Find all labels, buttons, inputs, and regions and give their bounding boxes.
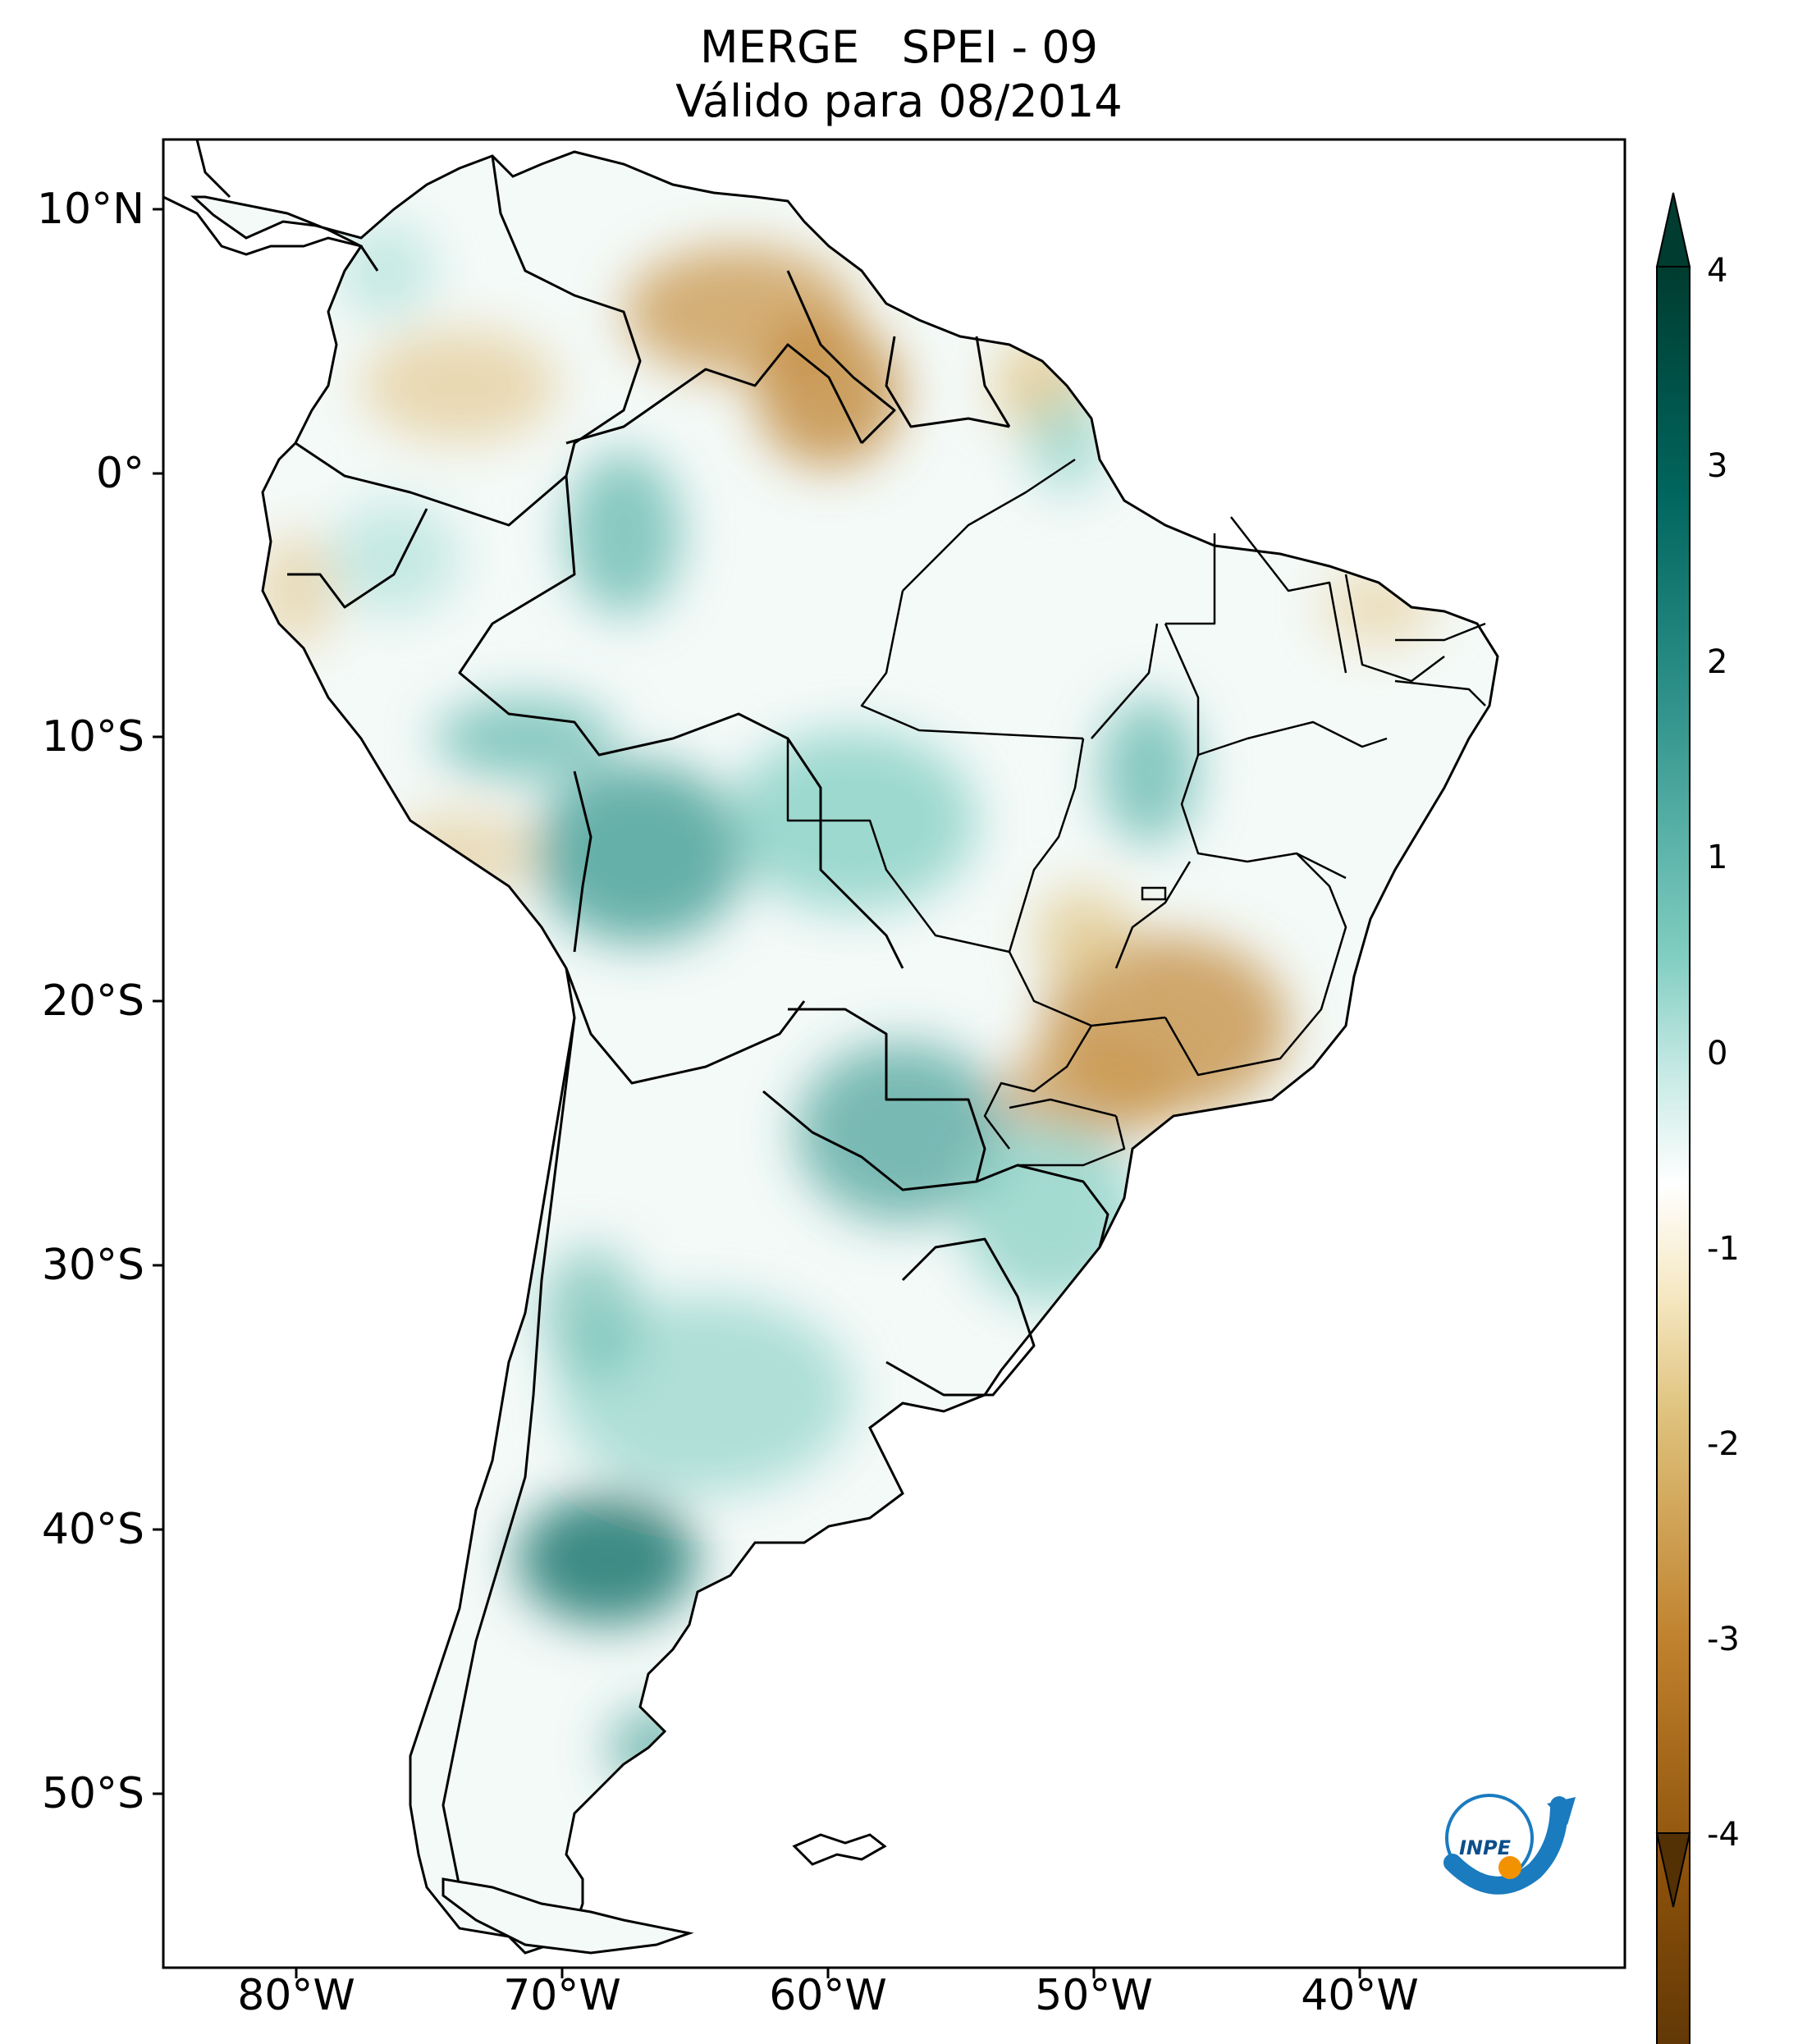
- border-fr-guiana: [975, 336, 1011, 428]
- state-borders: [786, 458, 1486, 1167]
- wet-anomaly-paraguay: [796, 1042, 1009, 1223]
- inpe-logo-text: INPE: [1459, 1836, 1512, 1859]
- border-brazil-bolivia: [672, 712, 904, 969]
- lat-label-50s: 50°S: [41, 1769, 144, 1818]
- dry-anomaly-colombia: [361, 328, 558, 443]
- border-argentina-brazil: [976, 1164, 1109, 1248]
- dry-anomaly-guyana: [755, 320, 903, 468]
- central-america-coast: [162, 195, 379, 272]
- border-federal-district: [1141, 886, 1167, 901]
- tierra-del-fuego: [441, 1877, 694, 1955]
- colorbar-tick-0: 0: [1707, 1035, 1728, 1072]
- map-title-line2: Válido para 08/2014: [675, 75, 1123, 127]
- inpe-logo-swoosh: [1443, 1796, 1568, 1895]
- axis-ticks: [153, 208, 1361, 1978]
- colorbar-tick-minus4: -4: [1707, 1816, 1740, 1854]
- lat-label-10n: 10°N: [36, 185, 144, 234]
- wet-anomaly-tocantins: [1100, 697, 1198, 845]
- wet-anomaly-bolivia: [533, 763, 747, 944]
- map-title-line1: MERGE SPEI - 09: [699, 21, 1099, 73]
- lon-label-70w: 70°W: [503, 1971, 621, 2020]
- colorbar-tick-3: 3: [1707, 447, 1728, 485]
- dry-anomaly-goias: [1034, 886, 1132, 985]
- border-peru-bolivia: [573, 771, 592, 953]
- wet-anomaly-cuyo: [542, 1247, 640, 1379]
- colorbar-tick-minus1: -1: [1707, 1230, 1740, 1268]
- lat-label-40s: 40°S: [41, 1505, 144, 1554]
- colorbar-max-extend: [1655, 192, 1691, 268]
- colorbar-tick-minus3: -3: [1707, 1621, 1740, 1658]
- lon-label-60w: 60°W: [769, 1971, 887, 2020]
- border-ecuador-peru: [287, 508, 428, 609]
- wet-anomaly-guiana: [1026, 394, 1108, 492]
- central-america-coast-north: [195, 139, 231, 199]
- border-suriname: [885, 336, 1010, 428]
- wet-anomaly-peru-north: [328, 501, 460, 615]
- border-argentina-chile: [441, 1017, 576, 1888]
- border-colombia-peru: [295, 441, 567, 527]
- border-guyana: [786, 270, 896, 445]
- lon-label-50w: 50°W: [1035, 1971, 1153, 2020]
- colorbar-tick-4: 4: [1707, 252, 1728, 290]
- inpe-logo-arrow-icon: [1547, 1797, 1576, 1825]
- border-colombia-venezuela: [491, 155, 642, 477]
- wet-anomaly-acre: [435, 697, 615, 780]
- border-uruguay: [885, 1237, 1036, 1397]
- lon-label-40w: 40°W: [1301, 1971, 1419, 2020]
- wet-anomaly-amazonas: [566, 451, 681, 615]
- country-borders: [287, 155, 1109, 1888]
- lat-label-30s: 30°S: [41, 1241, 144, 1290]
- border-venezuela-brazil: [565, 343, 863, 445]
- lat-label-0: 0°: [95, 449, 144, 498]
- colorbar: [1656, 266, 1690, 2044]
- border-chile-bolivia: [565, 967, 806, 1085]
- colorbar-tick-2: 2: [1707, 643, 1728, 681]
- inpe-logo: INPE: [1443, 1794, 1576, 1895]
- lon-label-80w: 80°W: [237, 1971, 355, 2020]
- colorbar-tick-minus2: -2: [1707, 1425, 1740, 1463]
- inpe-logo-dot: [1498, 1856, 1521, 1879]
- dry-anomaly-parana: [1001, 1042, 1182, 1141]
- border-peru-brazil: [458, 475, 674, 757]
- lat-label-10s: 10°S: [41, 712, 144, 761]
- falkland-islands: [792, 1833, 887, 1866]
- lat-label-20s: 20°S: [41, 976, 144, 1026]
- border-paraguay: [762, 1008, 986, 1191]
- colorbar-min-extend: [1655, 1832, 1691, 1908]
- wet-anomaly-patagonia: [517, 1493, 698, 1625]
- colorbar-tick-1: 1: [1707, 839, 1728, 876]
